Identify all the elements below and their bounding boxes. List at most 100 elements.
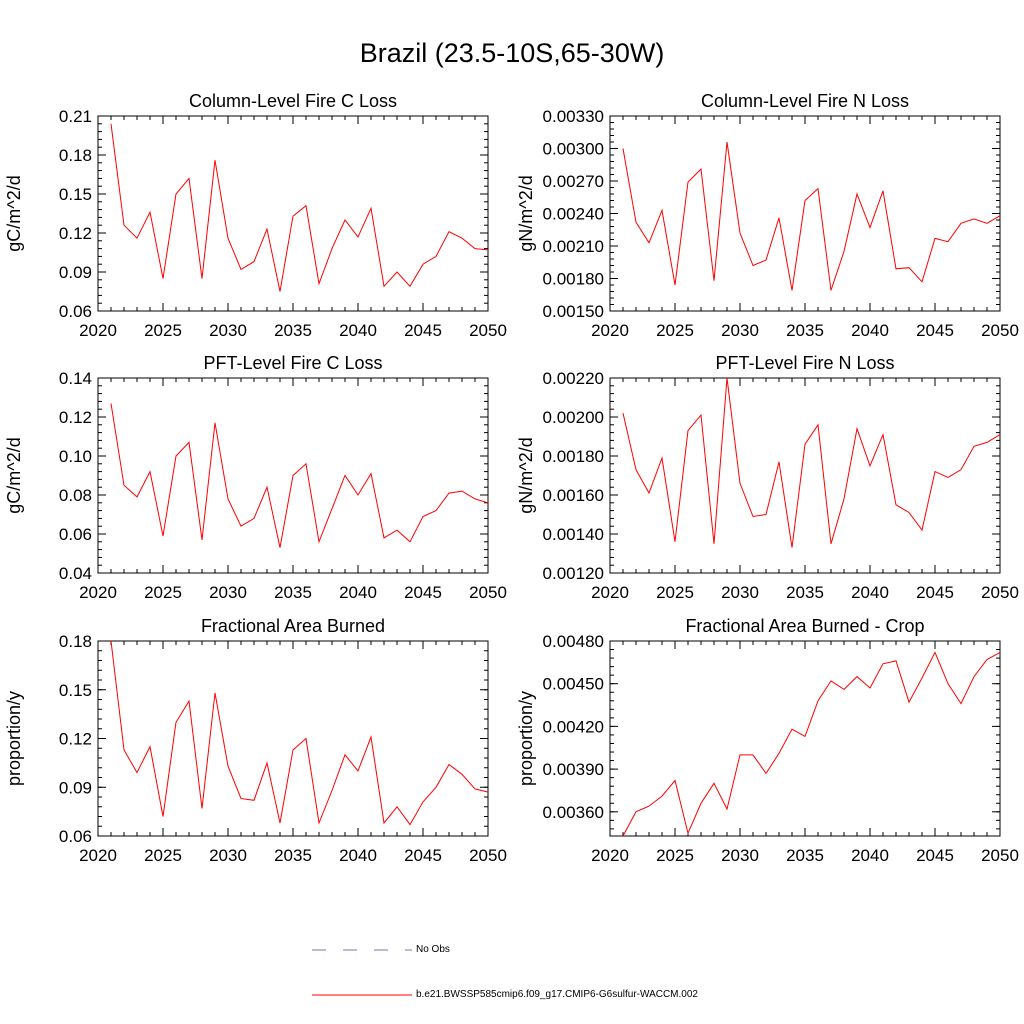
plot-frame [97,115,489,312]
x-tick-label: 2025 [656,321,694,340]
plot-frame [97,640,489,837]
figure-title: Brazil (23.5-10S,65-30W) [359,38,665,68]
series-line [110,403,489,548]
y-axis-label: proportion/y [516,691,536,786]
chart-panel: 2020 2025 2030 2035 2040 2045 2050 0.00150 0.001… [516,91,1019,340]
y-tick-label: 0.00300 [543,140,604,159]
x-tick-label: 2045 [404,321,442,340]
x-tick-label: 2020 [591,583,629,602]
x-tick-label: 2035 [274,321,312,340]
x-tick-label: 2045 [404,583,442,602]
y-tick-label: 0.00270 [543,172,604,191]
x-tick-label: 2040 [339,583,377,602]
panel-title: PFT-Level Fire C Loss [203,353,382,373]
x-tick-label: 2050 [981,321,1019,340]
x-tick-label: 2035 [274,583,312,602]
y-tick-label: 0.12 [59,730,92,749]
x-tick-label: 2050 [981,846,1019,865]
x-tick-label: 2050 [469,321,507,340]
y-axis-label: gC/m^2/d [4,175,24,251]
x-tick-label: 2020 [79,583,117,602]
series-line [110,123,489,292]
y-tick-label: 0.18 [59,632,92,651]
series-line [622,141,1001,291]
y-tick-label: 0.00200 [543,408,604,427]
x-tick-label: 2045 [916,846,954,865]
x-tick-label: 2040 [339,321,377,340]
series-line [622,651,1001,837]
y-tick-label: 0.00360 [543,803,604,822]
y-tick-label: 0.00220 [543,369,604,388]
x-tick-label: 2040 [851,321,889,340]
x-tick-label: 2030 [721,321,759,340]
chart-panel: 2020 2025 2030 2035 2040 2045 2050 0.00360 0.003… [516,616,1019,865]
chart-panel: 2020 2025 2030 2035 2040 2045 2050 0.04 0.06 0.08… [4,353,507,602]
y-tick-label: 0.14 [59,369,92,388]
y-tick-label: 0.06 [59,827,92,846]
panel-title: Column-Level Fire C Loss [189,91,397,111]
y-tick-label: 0.12 [59,408,92,427]
x-tick-label: 2045 [404,846,442,865]
y-axis-label: proportion/y [4,691,24,786]
y-tick-label: 0.00160 [543,486,604,505]
chart-panel: 2020 2025 2030 2035 2040 2045 2050 0.06 0.09 0.12… [4,616,507,865]
x-tick-label: 2035 [786,846,824,865]
x-tick-label: 2025 [656,583,694,602]
y-tick-label: 0.21 [59,107,92,126]
x-tick-label: 2020 [591,321,629,340]
x-tick-label: 2035 [786,321,824,340]
x-tick-label: 2045 [916,583,954,602]
chart-panel: 2020 2025 2030 2035 2040 2045 2050 0.00120 0.001… [516,353,1019,602]
x-tick-label: 2040 [851,583,889,602]
y-tick-label: 0.15 [59,681,92,700]
x-tick-label: 2030 [209,321,247,340]
x-tick-label: 2030 [209,846,247,865]
x-tick-label: 2025 [144,846,182,865]
plot-frame [609,115,1001,312]
series-line [622,377,1001,548]
y-tick-label: 0.00140 [543,525,604,544]
x-tick-label: 2025 [144,321,182,340]
y-axis-label: gN/m^2/d [516,437,536,513]
y-tick-label: 0.06 [59,302,92,321]
x-tick-label: 2030 [721,846,759,865]
y-tick-label: 0.12 [59,224,92,243]
x-tick-label: 2025 [656,846,694,865]
x-tick-label: 2035 [786,583,824,602]
y-tick-label: 0.00180 [543,447,604,466]
legend-model-label: b.e21.BWSSP585cmip6.f09_g17.CMIP6-G6sulf… [416,989,698,1000]
x-tick-label: 2050 [469,583,507,602]
y-tick-label: 0.00330 [543,107,604,126]
y-tick-label: 0.00240 [543,205,604,224]
y-tick-label: 0.00480 [543,632,604,651]
legend-lines [312,949,412,996]
x-tick-label: 2040 [851,846,889,865]
panel-title: Fractional Area Burned [201,616,385,636]
y-axis-label: gC/m^2/d [4,437,24,513]
y-tick-label: 0.09 [59,263,92,282]
panel-grid: 2020 2025 2030 2035 2040 2045 2050 0.06 0.09 0.12… [4,91,1019,865]
x-tick-label: 2025 [144,583,182,602]
y-tick-label: 0.06 [59,525,92,544]
legend-obs-label: No Obs [416,944,450,955]
panel-title: PFT-Level Fire N Loss [715,353,894,373]
y-tick-label: 0.09 [59,778,92,797]
x-tick-label: 2020 [79,321,117,340]
x-tick-label: 2045 [916,321,954,340]
y-tick-label: 0.00390 [543,760,604,779]
plot-frame [609,640,1001,837]
y-tick-label: 0.04 [59,564,92,583]
chart-panel: 2020 2025 2030 2035 2040 2045 2050 0.06 0.09 0.12… [4,91,507,340]
x-tick-label: 2020 [79,846,117,865]
x-tick-label: 2040 [339,846,377,865]
y-tick-label: 0.00450 [543,675,604,694]
y-tick-label: 0.18 [59,146,92,165]
y-tick-label: 0.00150 [543,302,604,321]
y-tick-label: 0.00420 [543,717,604,736]
y-tick-label: 0.00180 [543,270,604,289]
x-tick-label: 2035 [274,846,312,865]
x-tick-label: 2050 [469,846,507,865]
y-tick-label: 0.15 [59,185,92,204]
x-tick-label: 2020 [591,846,629,865]
